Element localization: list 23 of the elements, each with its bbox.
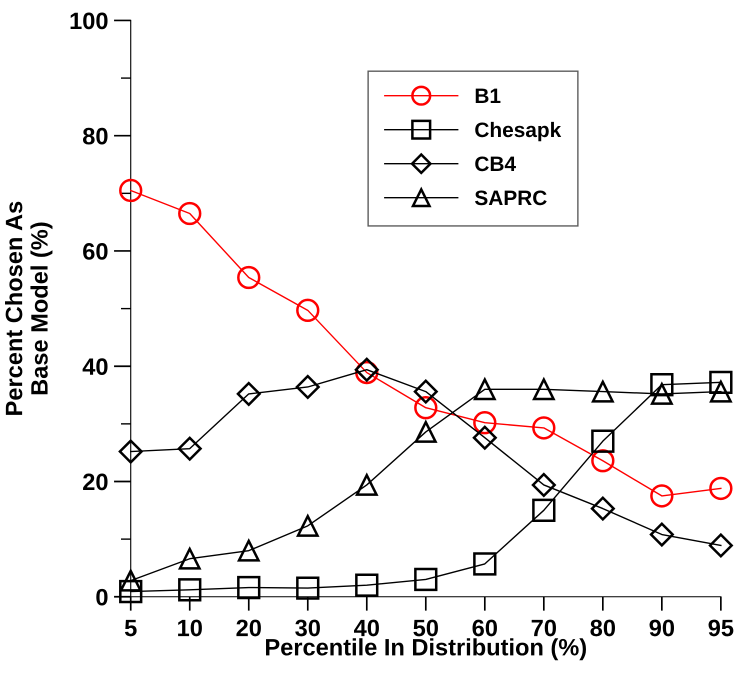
x-tick-label: 5 [124, 620, 137, 636]
legend-label: Chesapk [475, 122, 562, 142]
x-tick-label: 20 [236, 620, 261, 636]
x-tick-label: 50 [413, 620, 438, 636]
y-tick-label: 100 [70, 12, 108, 30]
x-tick-label: 90 [650, 620, 674, 636]
y-tick-label: 60 [83, 243, 108, 260]
y-tick-label: 20 [83, 474, 108, 490]
x-tick-label: 30 [295, 620, 320, 636]
y-tick-label: 0 [96, 588, 108, 606]
x-tick-label: 40 [354, 620, 379, 636]
legend-label: SAPRC [474, 190, 547, 206]
legend-label: B1 [476, 88, 500, 103]
x-tick-label: 95 [708, 620, 734, 636]
x-axis-title: Percentile In Distribution (%) [266, 638, 586, 660]
x-tick-label: 70 [532, 620, 556, 636]
y-axis-title: Percent Chosen As Base Model (%) [5, 202, 52, 415]
x-tick-label: 60 [472, 620, 497, 636]
legend-label: CB4 [475, 156, 516, 172]
x-tick-label: 80 [590, 620, 615, 636]
x-tick-label: 10 [178, 620, 202, 636]
y-tick-label: 80 [82, 128, 108, 145]
y-tick-label: 40 [82, 358, 108, 376]
